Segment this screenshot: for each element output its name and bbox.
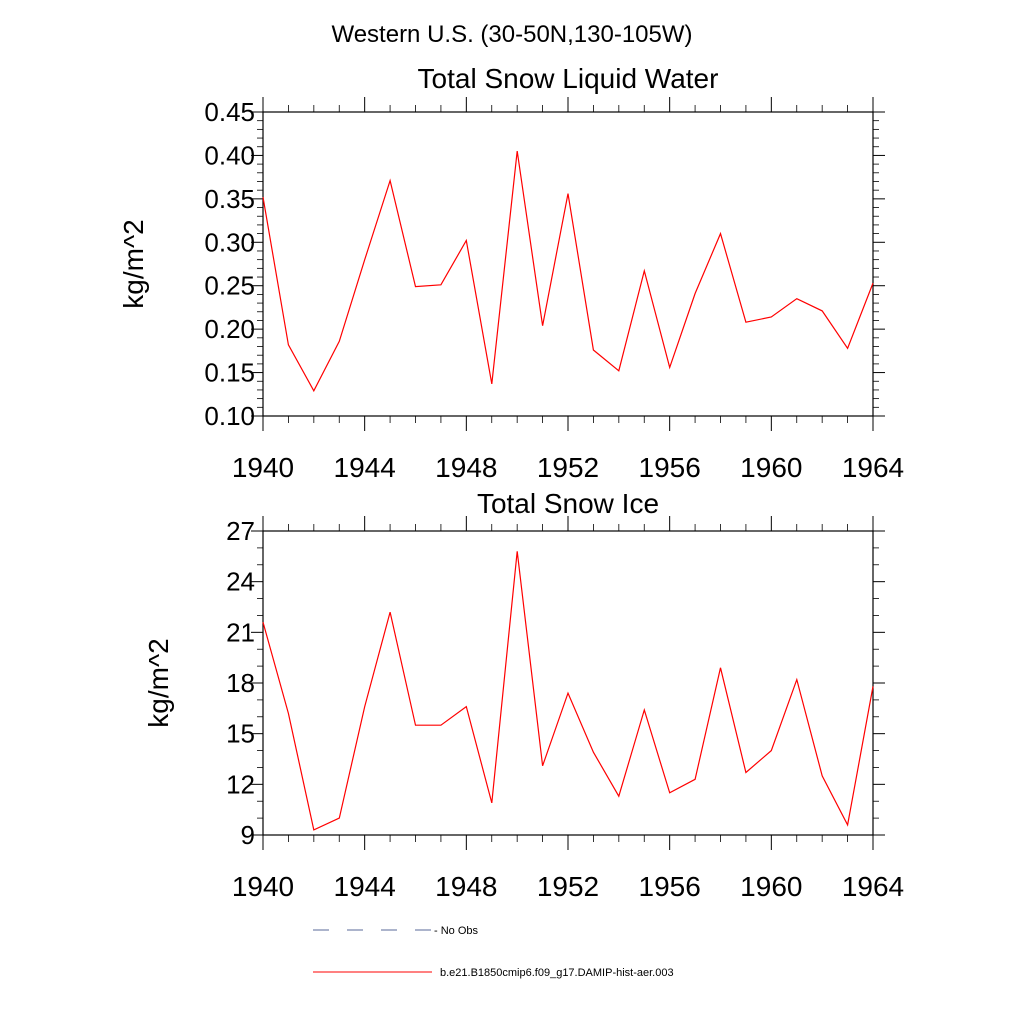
chart-title: Total Snow Liquid Water [418,63,719,94]
y-tick-label: 27 [226,516,255,546]
plots: Total Snow Liquid Water kg/m^2 0.10 0.15 0.2… [118,63,904,902]
x-tick-label: 1956 [639,452,701,483]
x-tick-label: 1964 [842,452,904,483]
x-tick-label: 1964 [842,871,904,902]
x-tick-label: 1960 [740,871,802,902]
legend-label: b.e21.B1850cmip6.f09_g17.DAMIP-hist-aer.… [440,967,674,979]
chart-panel-1: Total Snow Liquid Water kg/m^2 0.10 0.15 0.2… [118,63,904,483]
x-tick-label: 1940 [232,452,294,483]
y-tick-label: 12 [226,769,255,799]
y-tick-label: 0.25 [204,271,255,301]
legend: - No Obs b.e21.B1850cmip6.f09_g17.DAMIP-h… [313,925,674,979]
x-tick-label: 1948 [435,452,497,483]
legend-item-2: b.e21.B1850cmip6.f09_g17.DAMIP-hist-aer.… [313,967,674,979]
x-tick-label: 1952 [537,452,599,483]
y-tick-label: 21 [226,617,255,647]
series-line-1 [262,151,874,393]
y-tick-label: 0.35 [204,184,255,214]
chart-panel-2: Total Snow Ice kg/m^2 9 12 15 18 21 24 27 1940 194… [143,488,904,902]
y-tick-label: 0.30 [204,227,255,257]
y-tick-label: 0.45 [204,97,255,127]
y-axis-label: kg/m^2 [118,219,149,308]
figure-title: Western U.S. (30-50N,130-105W) [331,21,692,48]
plot-frame [262,111,874,417]
y-tick-label: 9 [241,820,255,850]
y-tick-label: 0.15 [204,358,255,388]
y-axis-label: kg/m^2 [143,638,174,727]
y-tick-label: 18 [226,668,255,698]
chart-title: Total Snow Ice [477,488,659,519]
y-tick-label: 24 [226,567,255,597]
legend-label: - No Obs [434,925,479,937]
x-tick-label: 1944 [334,452,396,483]
y-tick-label: 0.20 [204,314,255,344]
x-tick-label: 1940 [232,871,294,902]
y-tick-label: 0.40 [204,140,255,170]
legend-item-1: - No Obs [313,925,479,937]
series-line-1 [262,551,874,831]
x-tick-label: 1956 [639,871,701,902]
x-tick-label: 1948 [435,871,497,902]
x-tick-label: 1944 [334,871,396,902]
y-tick-label: 15 [226,719,255,749]
y-tick-label: 0.10 [204,401,255,431]
x-tick-label: 1960 [740,452,802,483]
x-tick-label: 1952 [537,871,599,902]
plot-frame [262,530,874,836]
